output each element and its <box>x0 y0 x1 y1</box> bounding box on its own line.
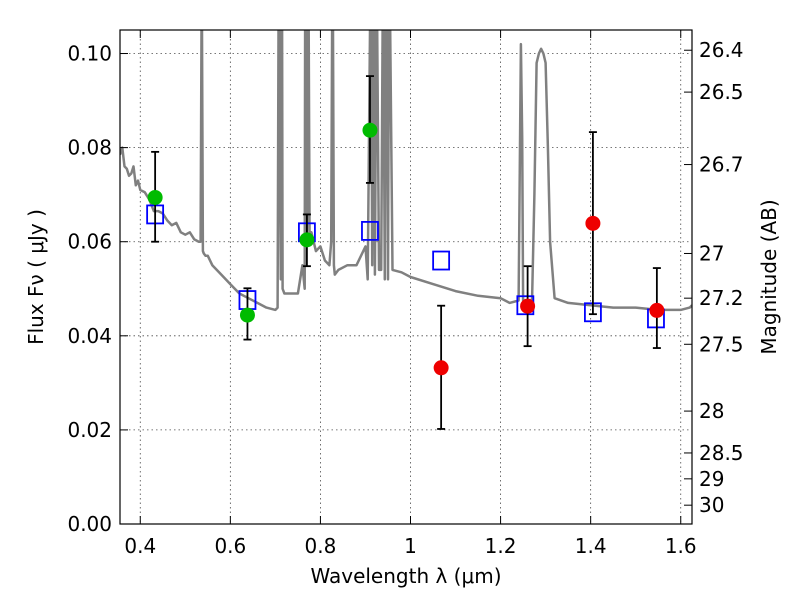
optical-point <box>299 232 315 248</box>
right-tick-label: 28 <box>699 399 724 423</box>
y-axis-title: Flux Fν ( μJy ) <box>24 209 48 345</box>
infrared-point <box>585 215 601 231</box>
y-tick-label: 0.04 <box>67 324 112 348</box>
plot-background <box>120 30 692 524</box>
x-tick-label: 1.4 <box>575 534 607 558</box>
optical-point <box>239 307 255 323</box>
optical-point <box>147 189 163 205</box>
right-tick-label: 26.4 <box>699 38 744 62</box>
right-axis-title: Magnitude (AB) <box>757 199 781 354</box>
infrared-point <box>433 360 449 376</box>
x-tick-label: 1 <box>404 534 417 558</box>
right-tick-label: 28.5 <box>699 441 744 465</box>
data-points <box>146 75 665 430</box>
x-axis-title: Wavelength λ (μm) <box>310 564 501 588</box>
y-tick-label: 0.02 <box>67 418 112 442</box>
x-tick-label: 1.6 <box>665 534 697 558</box>
plot-frame <box>119 29 693 525</box>
y-tick-label: 0.08 <box>67 136 112 160</box>
optical-point <box>362 122 378 138</box>
y-tick-label: 0.00 <box>67 512 112 536</box>
right-tick-label: 26.7 <box>699 153 744 177</box>
right-tick-label: 29 <box>699 467 724 491</box>
model-square <box>361 220 379 241</box>
right-tick-label: 30 <box>699 493 724 517</box>
right-tick-label: 27.2 <box>699 286 744 310</box>
axis-ticks: 0.4 0.6 0.8 1 1.2 1.4 1.6 0.00 0.02 0.04 0.06 0.08 0… <box>67 30 744 558</box>
y-tick-label: 0.06 <box>67 230 112 254</box>
model-square <box>432 250 451 271</box>
infrared-point <box>649 302 665 318</box>
x-tick-label: 1.2 <box>485 534 517 558</box>
x-tick-label: 0.4 <box>124 534 156 558</box>
right-tick-label: 27.5 <box>699 332 744 356</box>
x-tick-label: 0.6 <box>214 534 246 558</box>
y-tick-label: 0.10 <box>67 42 112 66</box>
right-tick-label: 27 <box>699 241 724 265</box>
infrared-point <box>520 298 536 314</box>
right-tick-label: 26.5 <box>699 80 744 104</box>
x-tick-label: 0.8 <box>305 534 337 558</box>
